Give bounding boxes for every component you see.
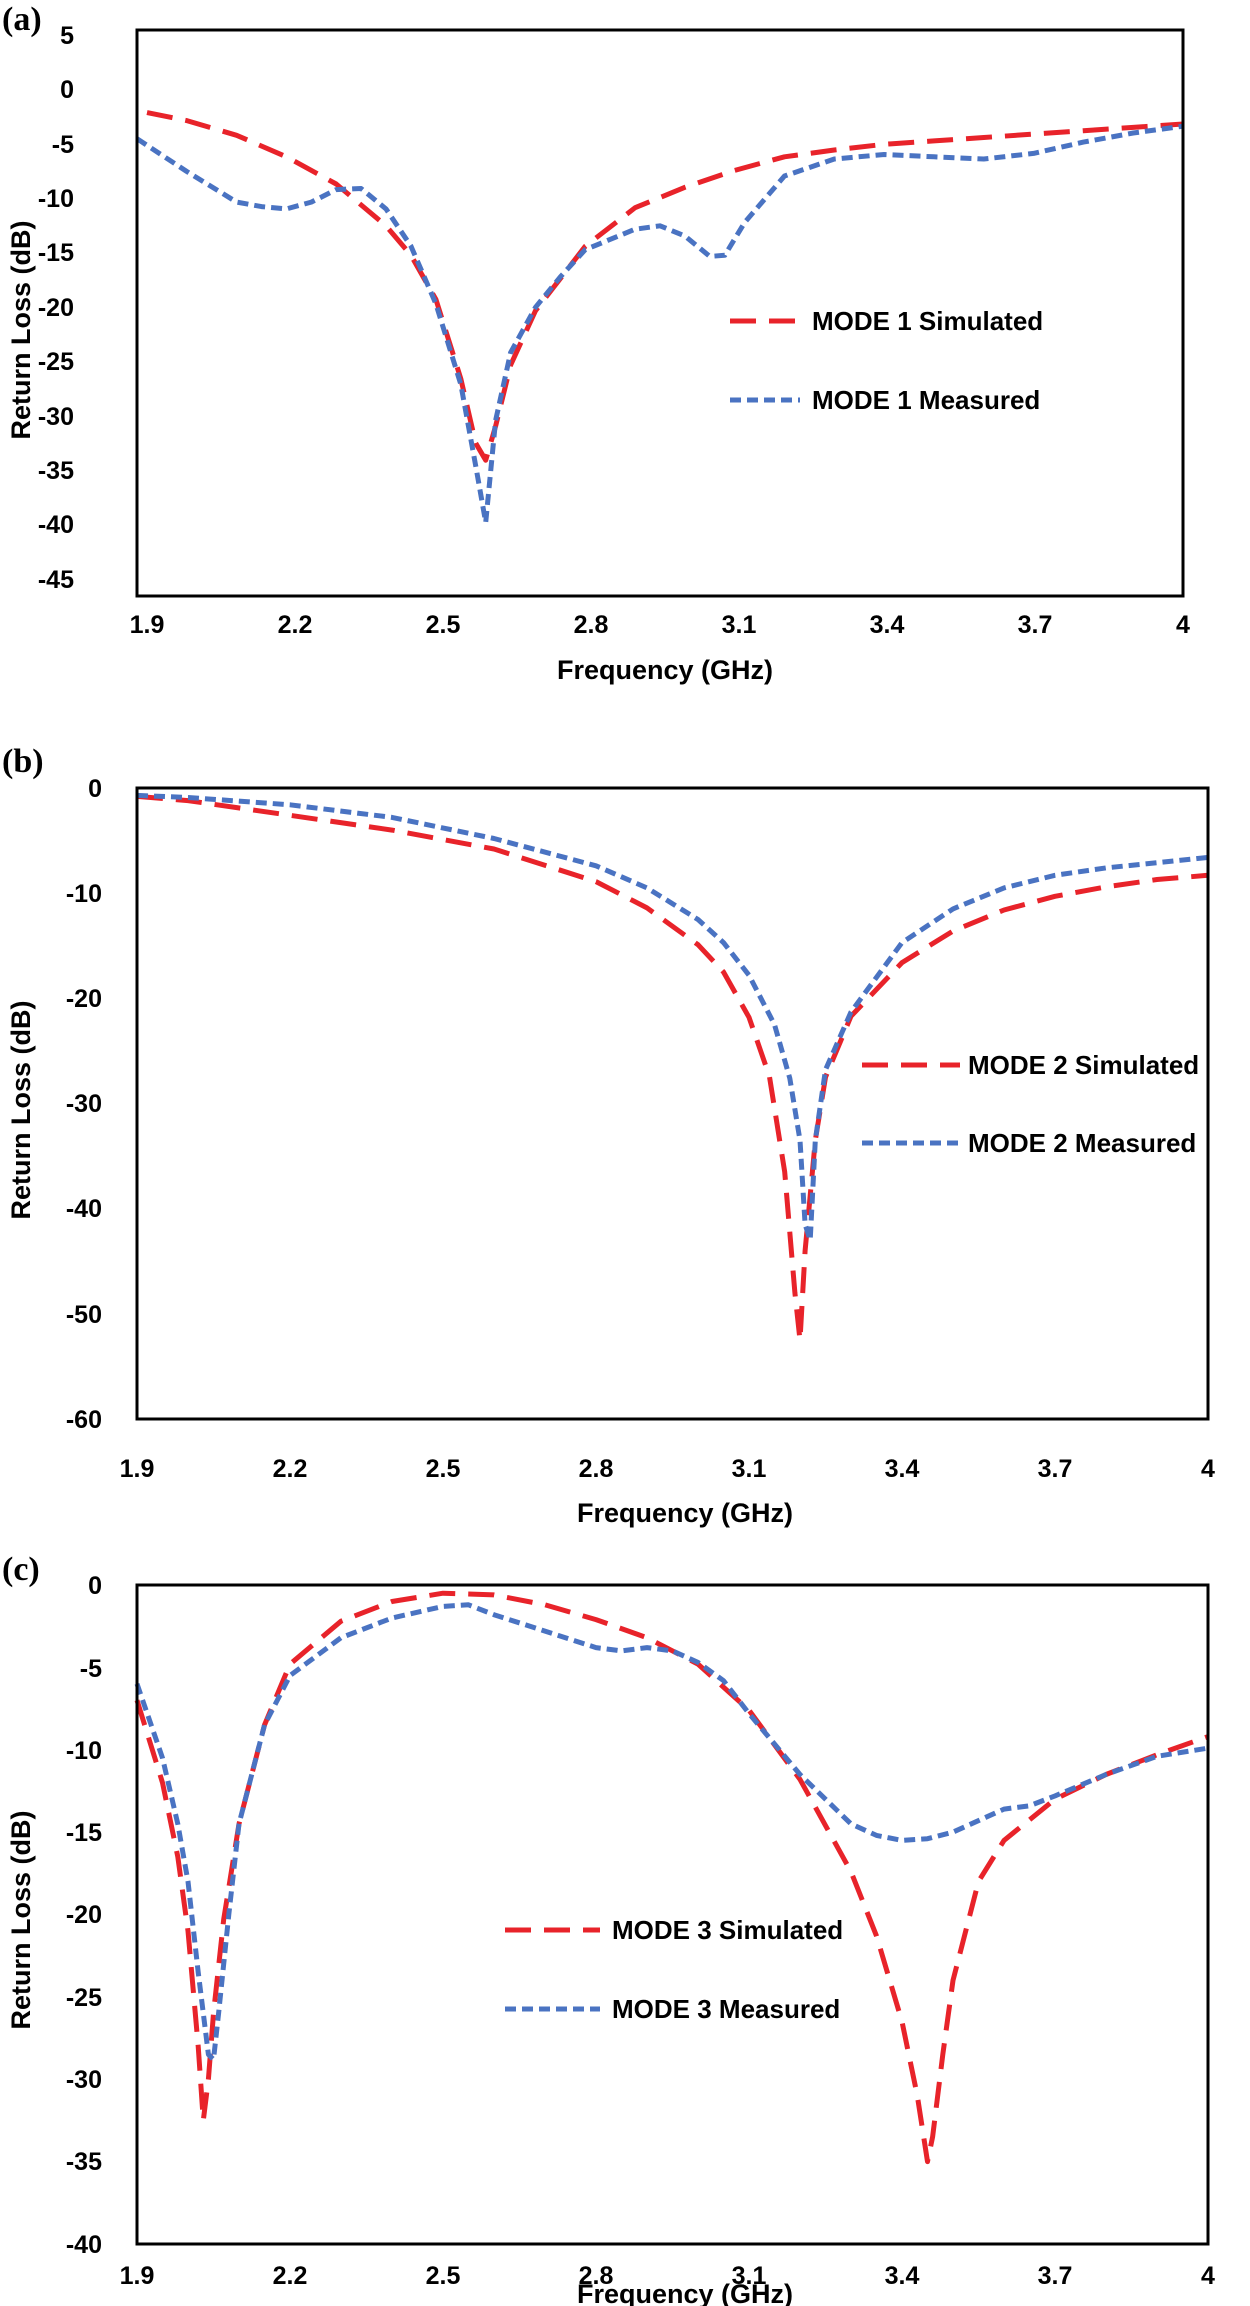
panel-c-ytick: 0 bbox=[88, 1572, 102, 1600]
panel-a-series-simulated bbox=[146, 110, 1184, 463]
panel-c-ytick: -40 bbox=[66, 2231, 102, 2259]
panel-a-legend: MODE 1 Simulated MODE 1 Measured bbox=[730, 306, 1043, 415]
panel-a-x-ticks: 1.9 2.2 2.5 2.8 3.1 3.4 3.7 4 bbox=[130, 611, 1190, 639]
panel-a-xtick: 3.1 bbox=[722, 611, 757, 639]
panel-c-legend: MODE 3 Simulated MODE 3 Measured bbox=[505, 1915, 843, 2024]
panel-b-xtick: 1.9 bbox=[120, 1455, 155, 1483]
panel-c-xtick: 3.7 bbox=[1038, 2262, 1073, 2290]
panel-b-xtick: 2.2 bbox=[273, 1455, 308, 1483]
panel-c-xtick: 4 bbox=[1201, 2262, 1215, 2290]
panel-c-legend-label-measured: MODE 3 Measured bbox=[612, 1994, 840, 2024]
panel-c: (c) 0 -5 -10 -15 -20 -25 -30 -35 -40 1.9… bbox=[2, 1551, 1215, 2306]
panel-a-ytick: -5 bbox=[52, 131, 74, 159]
panel-b-legend-label-simulated: MODE 2 Simulated bbox=[968, 1050, 1199, 1080]
panel-a-legend-label-simulated: MODE 1 Simulated bbox=[812, 306, 1043, 336]
panel-a-label: (a) bbox=[2, 1, 42, 38]
panel-b-xtick: 2.5 bbox=[426, 1455, 461, 1483]
panel-c-y-axis-title: Return Loss (dB) bbox=[6, 1811, 36, 2030]
panel-c-plot-frame bbox=[135, 1583, 1210, 2246]
panel-c-legend-label-simulated: MODE 3 Simulated bbox=[612, 1915, 843, 1945]
panel-c-xtick: 3.1 bbox=[732, 2262, 767, 2290]
panel-b-ytick: -40 bbox=[66, 1195, 102, 1223]
panel-b-ytick: -20 bbox=[66, 985, 102, 1013]
panel-b-xtick: 3.4 bbox=[885, 1455, 920, 1483]
panel-a-xtick: 2.5 bbox=[426, 611, 461, 639]
panel-b-y-ticks: 0 -10 -20 -30 -40 -50 -60 bbox=[66, 775, 102, 1434]
panel-a-ytick: -45 bbox=[38, 566, 74, 594]
panel-a-y-ticks: 5 0 -5 -10 -15 -20 -25 -30 -35 -40 -45 bbox=[38, 22, 74, 594]
panel-c-ytick: -20 bbox=[66, 1901, 102, 1929]
panel-b: (b) 0 -10 -20 -30 -40 -50 -60 1.9 2.2 2.… bbox=[2, 743, 1215, 1528]
panel-b-ytick: -30 bbox=[66, 1090, 102, 1118]
panel-b-y-axis-title: Return Loss (dB) bbox=[6, 1001, 36, 1220]
panel-b-xtick: 4 bbox=[1201, 1455, 1215, 1483]
panel-b-xtick: 3.1 bbox=[732, 1455, 767, 1483]
panel-a-ytick: 5 bbox=[60, 22, 74, 50]
panel-c-series-simulated bbox=[134, 1590, 1209, 2165]
panel-b-legend-label-measured: MODE 2 Measured bbox=[968, 1128, 1196, 1158]
panel-b-label: (b) bbox=[2, 743, 44, 780]
panel-a-ytick: -35 bbox=[38, 457, 74, 485]
panel-c-ytick: -35 bbox=[66, 2148, 102, 2176]
panel-b-series-simulated bbox=[136, 793, 1209, 1343]
panel-a-y-axis-title: Return Loss (dB) bbox=[6, 221, 36, 440]
panel-a-xtick: 2.8 bbox=[574, 611, 609, 639]
panel-c-label: (c) bbox=[2, 1551, 40, 1588]
panel-a-x-axis-title: Frequency (GHz) bbox=[557, 655, 773, 685]
panel-a-xtick: 1.9 bbox=[130, 611, 165, 639]
panel-a-plot-frame bbox=[135, 28, 1185, 598]
panel-c-ytick: -25 bbox=[66, 1984, 102, 2012]
panel-b-ytick: -50 bbox=[66, 1301, 102, 1329]
panel-c-xtick: 2.5 bbox=[426, 2262, 461, 2290]
panel-a-ytick: -20 bbox=[38, 294, 74, 322]
panel-a-ytick: 0 bbox=[60, 76, 74, 104]
panel-c-ytick: -5 bbox=[80, 1655, 102, 1683]
panel-c-x-axis-title: Frequency (GHz) bbox=[577, 2279, 793, 2306]
panel-b-legend: MODE 2 Simulated MODE 2 Measured bbox=[862, 1050, 1199, 1158]
panel-c-series-measured bbox=[134, 1602, 1209, 2062]
panel-c-ytick: -30 bbox=[66, 2066, 102, 2094]
panel-a-ytick: -10 bbox=[38, 185, 74, 213]
panel-b-ytick: 0 bbox=[88, 775, 102, 803]
panel-b-plot-frame bbox=[135, 786, 1210, 1421]
panel-a-ytick: -15 bbox=[38, 239, 74, 267]
panel-b-xtick: 2.8 bbox=[579, 1455, 614, 1483]
panel-b-x-ticks: 1.9 2.2 2.5 2.8 3.1 3.4 3.7 4 bbox=[120, 1455, 1215, 1483]
panel-c-y-ticks: 0 -5 -10 -15 -20 -25 -30 -35 -40 bbox=[66, 1572, 102, 2259]
panel-a-series-measured bbox=[135, 123, 1184, 525]
panel-a-xtick: 2.2 bbox=[278, 611, 313, 639]
panel-b-xtick: 3.7 bbox=[1038, 1455, 1073, 1483]
panel-c-xtick: 3.4 bbox=[885, 2262, 920, 2290]
panel-a-xtick: 4 bbox=[1176, 611, 1190, 639]
panel-c-xtick: 2.2 bbox=[273, 2262, 308, 2290]
panel-c-xtick: 1.9 bbox=[120, 2262, 155, 2290]
panel-c-x-ticks: 1.9 2.2 2.5 2.8 3.1 3.4 3.7 4 bbox=[120, 2262, 1215, 2290]
panel-a-legend-label-measured: MODE 1 Measured bbox=[812, 385, 1040, 415]
panel-a-xtick: 3.7 bbox=[1018, 611, 1053, 639]
panel-b-x-axis-title: Frequency (GHz) bbox=[577, 1498, 793, 1528]
panel-c-ytick: -15 bbox=[66, 1819, 102, 1847]
panel-b-ytick: -60 bbox=[66, 1406, 102, 1434]
panel-a-ytick: -40 bbox=[38, 511, 74, 539]
panel-a: (a) 5 0 -5 -10 -15 -20 -25 -30 -35 -40 -… bbox=[2, 1, 1190, 685]
panel-a-ytick: -25 bbox=[38, 348, 74, 376]
panel-a-ytick: -30 bbox=[38, 403, 74, 431]
panel-a-xtick: 3.4 bbox=[870, 611, 905, 639]
panel-c-ytick: -10 bbox=[66, 1737, 102, 1765]
panel-b-ytick: -10 bbox=[66, 880, 102, 908]
panel-c-xtick: 2.8 bbox=[579, 2262, 614, 2290]
panel-b-series-measured bbox=[136, 792, 1209, 1243]
